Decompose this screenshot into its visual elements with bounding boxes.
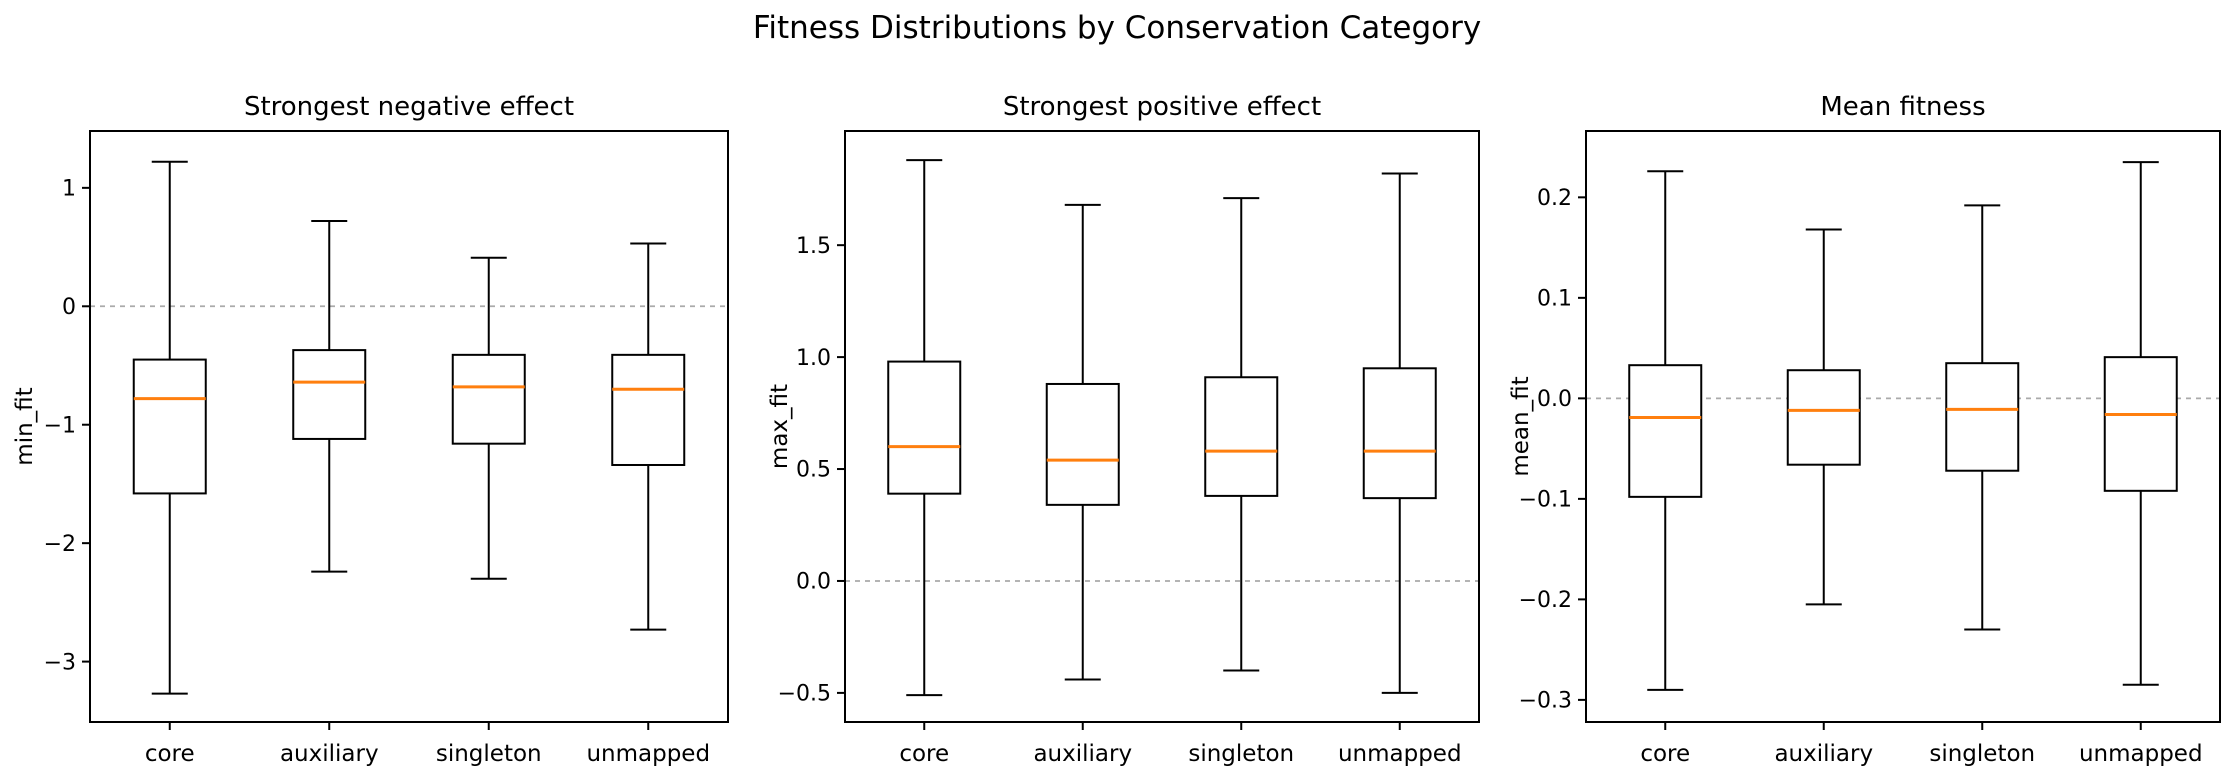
- box-singleton: [1945, 204, 2020, 631]
- box-unmapped: [1362, 172, 1437, 694]
- y-tick-label: 0.1: [1537, 287, 1572, 312]
- box-core: [132, 160, 207, 695]
- x-tick-label-core: core: [1640, 741, 1690, 767]
- subplot-title: Strongest positive effect: [1003, 92, 1321, 122]
- x-tick-label-singleton: singleton: [1188, 741, 1294, 767]
- y-tick-label: −0.2: [1519, 588, 1572, 613]
- x-tick-label-auxiliary: auxiliary: [1774, 741, 1873, 767]
- axes-frame: [1585, 130, 2221, 723]
- x-tick-label-auxiliary: auxiliary: [1033, 741, 1132, 767]
- subplot-mean_fit: Mean fitness 0.2 0.1 0.0 −0.1 −0.2 −0.3 mean_fi…: [1508, 92, 2221, 767]
- y-tick-label: 1.0: [796, 346, 831, 371]
- y-axis-label: mean_fit: [1508, 376, 1534, 476]
- y-tick-label: 0.0: [1537, 387, 1572, 412]
- y-axis-label: max_fit: [767, 384, 793, 469]
- y-tick-label: 0.2: [1537, 186, 1572, 211]
- x-tick-label-auxiliary: auxiliary: [280, 741, 379, 767]
- x-tick-label-core: core: [145, 741, 195, 767]
- iqr-box: [1945, 362, 2020, 472]
- box-singleton: [1204, 197, 1279, 672]
- x-tick-label-singleton: singleton: [1929, 741, 2035, 767]
- box-core: [1628, 170, 1703, 691]
- y-tick-label: −1: [44, 413, 76, 438]
- subplot-min_fit: Strongest negative effect 1 0 −1 −2 −3 min_fit…: [12, 92, 729, 767]
- subplot-title: Mean fitness: [1820, 92, 1985, 122]
- y-axis-label: min_fit: [12, 387, 38, 465]
- iqr-box: [1045, 382, 1120, 506]
- y-tick-label: −0.1: [1519, 488, 1572, 513]
- axes-frame: [844, 130, 1480, 723]
- y-tick-label: −0.5: [778, 682, 831, 707]
- iqr-box: [887, 360, 962, 495]
- iqr-box: [292, 349, 367, 440]
- y-tick-label: 0: [62, 295, 76, 320]
- figure-suptitle: Fitness Distributions by Conservation Ca…: [752, 10, 1482, 46]
- box-unmapped: [2103, 161, 2178, 686]
- y-tick-label: −3: [44, 650, 76, 675]
- iqr-box: [1362, 367, 1437, 500]
- x-tick-label-core: core: [899, 741, 949, 767]
- y-tick-label: −2: [44, 532, 76, 557]
- x-tick-label-unmapped: unmapped: [2079, 741, 2203, 767]
- iqr-box: [2103, 356, 2178, 492]
- y-tick-label: −0.3: [1519, 689, 1572, 714]
- y-tick-label: 0.0: [796, 570, 831, 595]
- y-tick-label: 1.5: [796, 234, 831, 259]
- x-tick-label-unmapped: unmapped: [1338, 741, 1462, 767]
- iqr-box: [1204, 376, 1279, 497]
- subplot-title: Strongest negative effect: [244, 92, 574, 122]
- box-auxiliary: [1786, 228, 1861, 606]
- box-core: [887, 159, 962, 697]
- x-tick-label-unmapped: unmapped: [586, 741, 710, 767]
- box-unmapped: [611, 242, 686, 631]
- y-tick-label: 0.5: [796, 458, 831, 483]
- iqr-box: [1786, 369, 1861, 466]
- iqr-box: [132, 358, 207, 495]
- iqr-box: [611, 353, 686, 466]
- box-singleton: [451, 256, 526, 580]
- box-auxiliary: [1045, 203, 1120, 681]
- subplot-max_fit: Strongest positive effect 1.5 1.0 0.5 0.0 −0.…: [767, 92, 1480, 767]
- iqr-box: [1628, 364, 1703, 498]
- axes-frame: [89, 130, 729, 723]
- iqr-box: [451, 353, 526, 445]
- x-tick-label-singleton: singleton: [436, 741, 542, 767]
- y-tick-label: 1: [62, 177, 76, 202]
- box-auxiliary: [292, 220, 367, 573]
